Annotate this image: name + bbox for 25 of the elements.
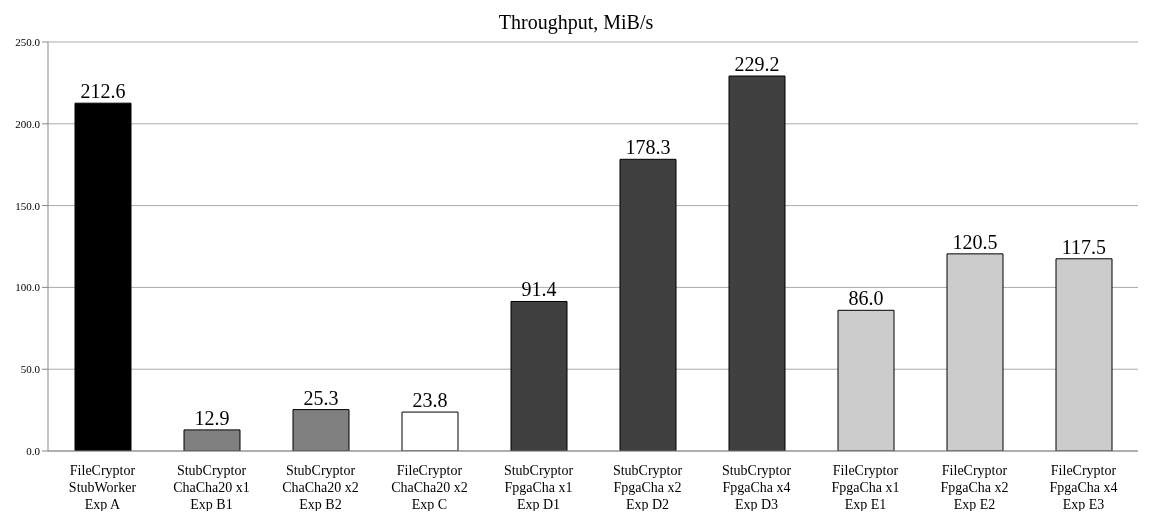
y-tick-label: 0.0	[26, 444, 41, 457]
y-tick-label: 50.0	[20, 363, 41, 376]
bar	[74, 102, 132, 451]
bar	[619, 158, 677, 451]
data-label: 212.6	[80, 80, 126, 103]
bar	[1055, 258, 1113, 451]
y-tick-label: 250.0	[15, 35, 41, 48]
y-tick-label: 100.0	[15, 281, 41, 294]
data-label: 25.3	[303, 386, 339, 409]
chart-title: Throughput, MiB/s	[497, 10, 655, 36]
bar	[401, 411, 459, 451]
data-label: 23.8	[412, 389, 448, 412]
data-label: 229.2	[734, 53, 780, 76]
bar	[837, 309, 895, 451]
data-label: 117.5	[1061, 235, 1107, 258]
data-label: 91.4	[521, 278, 557, 301]
data-label: 12.9	[194, 406, 230, 429]
data-label: 120.5	[952, 230, 998, 253]
y-tick-label: 150.0	[15, 199, 41, 212]
bar	[510, 300, 568, 451]
y-tick-label: 200.0	[15, 117, 41, 130]
bar	[946, 253, 1004, 451]
data-label: 178.3	[625, 136, 671, 159]
bar	[728, 75, 786, 451]
data-label: 86.0	[848, 287, 884, 310]
